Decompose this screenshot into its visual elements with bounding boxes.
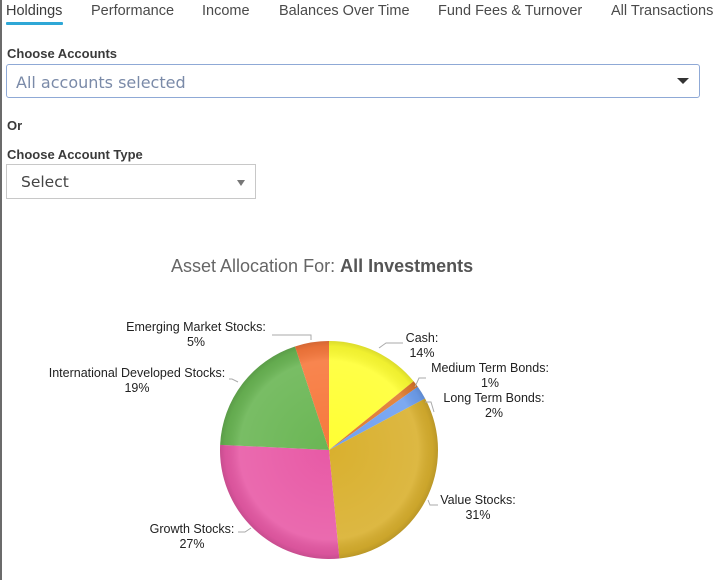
or-label: Or — [7, 118, 23, 133]
pie-label-percent: 31% — [465, 508, 491, 522]
pie-label-name: Value Stocks: — [440, 493, 516, 507]
accounts-dropdown[interactable]: All accounts selected — [6, 64, 700, 98]
chevron-down-icon — [237, 180, 245, 186]
choose-account-type-label: Choose Account Type — [7, 147, 143, 162]
active-tab-indicator — [6, 22, 63, 25]
tab-bar: Holdings Performance Income Balances Ove… — [0, 0, 715, 30]
tab-holdings[interactable]: Holdings — [6, 3, 63, 19]
pie-label-long-term-bonds: Long Term Bonds: 2% — [440, 391, 548, 421]
account-type-dropdown-value: Select — [21, 173, 69, 191]
choose-accounts-label: Choose Accounts — [7, 46, 118, 61]
pie-label-international-developed-stocks: International Developed Stocks: 19% — [46, 366, 228, 396]
pie-label-name: Medium Term Bonds: — [431, 361, 549, 375]
leader-lines — [229, 334, 438, 533]
accounts-dropdown-value: All accounts selected — [16, 73, 186, 92]
tab-all-transactions[interactable]: All Transactions — [611, 3, 714, 19]
chevron-down-icon — [677, 78, 689, 84]
pie-label-name: Emerging Market Stocks: — [126, 320, 266, 334]
chart-title: Asset Allocation For: All Investments — [171, 256, 473, 277]
tab-income[interactable]: Income — [202, 3, 250, 19]
pie-label-name: Cash: — [405, 331, 439, 345]
window-left-border — [0, 0, 2, 580]
tab-performance[interactable]: Performance — [91, 3, 175, 19]
pie-label-cash: Cash: 14% — [393, 331, 451, 361]
pie-label-growth-stocks: Growth Stocks: 27% — [148, 522, 236, 552]
pie-label-percent: 5% — [186, 335, 206, 349]
chart-title-prefix: Asset Allocation For: — [171, 256, 341, 276]
account-type-dropdown[interactable]: Select — [6, 164, 256, 199]
pie-label-name: Long Term Bonds: — [443, 391, 545, 405]
pie-label-percent: 1% — [480, 376, 500, 390]
tab-fund-fees-turnover[interactable]: Fund Fees & Turnover — [438, 3, 583, 19]
pie-label-percent: 14% — [409, 346, 435, 360]
tab-balances-over-time[interactable]: Balances Over Time — [279, 3, 410, 19]
pie-slices — [219, 341, 438, 560]
pie-label-percent: 27% — [179, 537, 205, 551]
pie-label-medium-term-bonds: Medium Term Bonds: 1% — [428, 361, 552, 391]
pie-label-name: International Developed Stocks: — [48, 366, 226, 380]
pie-label-value-stocks: Value Stocks: 31% — [438, 493, 518, 523]
pie-label-percent: 2% — [484, 406, 504, 420]
chart-title-subject: All Investments — [340, 256, 474, 276]
pie-label-name: Growth Stocks: — [149, 522, 235, 536]
pie-label-percent: 19% — [124, 381, 150, 395]
pie-slice-growth-stocks[interactable] — [219, 444, 340, 560]
pie-label-emerging-market-stocks: Emerging Market Stocks: 5% — [123, 320, 269, 350]
